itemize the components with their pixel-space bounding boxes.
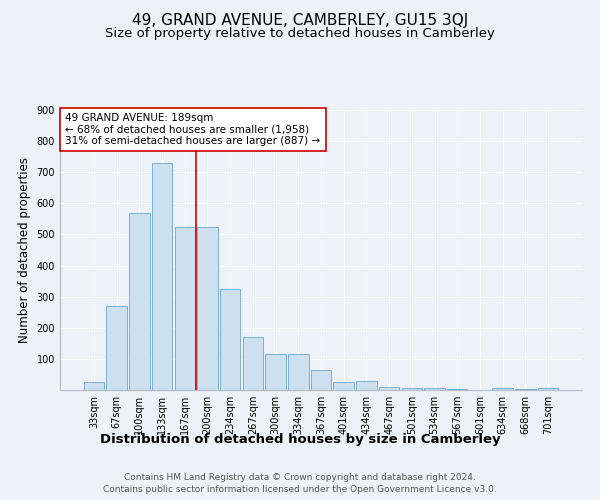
Bar (265, 354, 286, 390)
Bar (197, 226, 218, 390)
Bar (379, 387, 400, 390)
Bar (356, 380, 377, 390)
Text: Distribution of detached houses by size in Camberley: Distribution of detached houses by size … (100, 432, 500, 446)
Bar (106, 306, 127, 390)
Text: Size of property relative to detached houses in Camberley: Size of property relative to detached ho… (105, 28, 495, 40)
Bar (538, 388, 558, 390)
Bar (84, 382, 104, 390)
Text: 49 GRAND AVENUE: 189sqm
← 68% of detached houses are smaller (1,958)
31% of semi: 49 GRAND AVENUE: 189sqm ← 68% of detache… (65, 113, 320, 146)
Bar (311, 370, 331, 390)
Bar (220, 289, 241, 390)
Bar (152, 163, 172, 390)
Bar (242, 337, 263, 390)
Text: Contains HM Land Registry data © Crown copyright and database right 2024.: Contains HM Land Registry data © Crown c… (124, 472, 476, 482)
Bar (288, 354, 308, 390)
Text: 49, GRAND AVENUE, CAMBERLEY, GU15 3QJ: 49, GRAND AVENUE, CAMBERLEY, GU15 3QJ (132, 12, 468, 28)
Bar (129, 212, 149, 390)
Text: Contains public sector information licensed under the Open Government Licence v3: Contains public sector information licen… (103, 485, 497, 494)
Bar (493, 388, 513, 390)
Bar (401, 388, 422, 390)
Bar (175, 226, 195, 390)
Bar (334, 382, 354, 390)
Bar (424, 388, 445, 390)
Y-axis label: Number of detached properties: Number of detached properties (18, 157, 31, 343)
